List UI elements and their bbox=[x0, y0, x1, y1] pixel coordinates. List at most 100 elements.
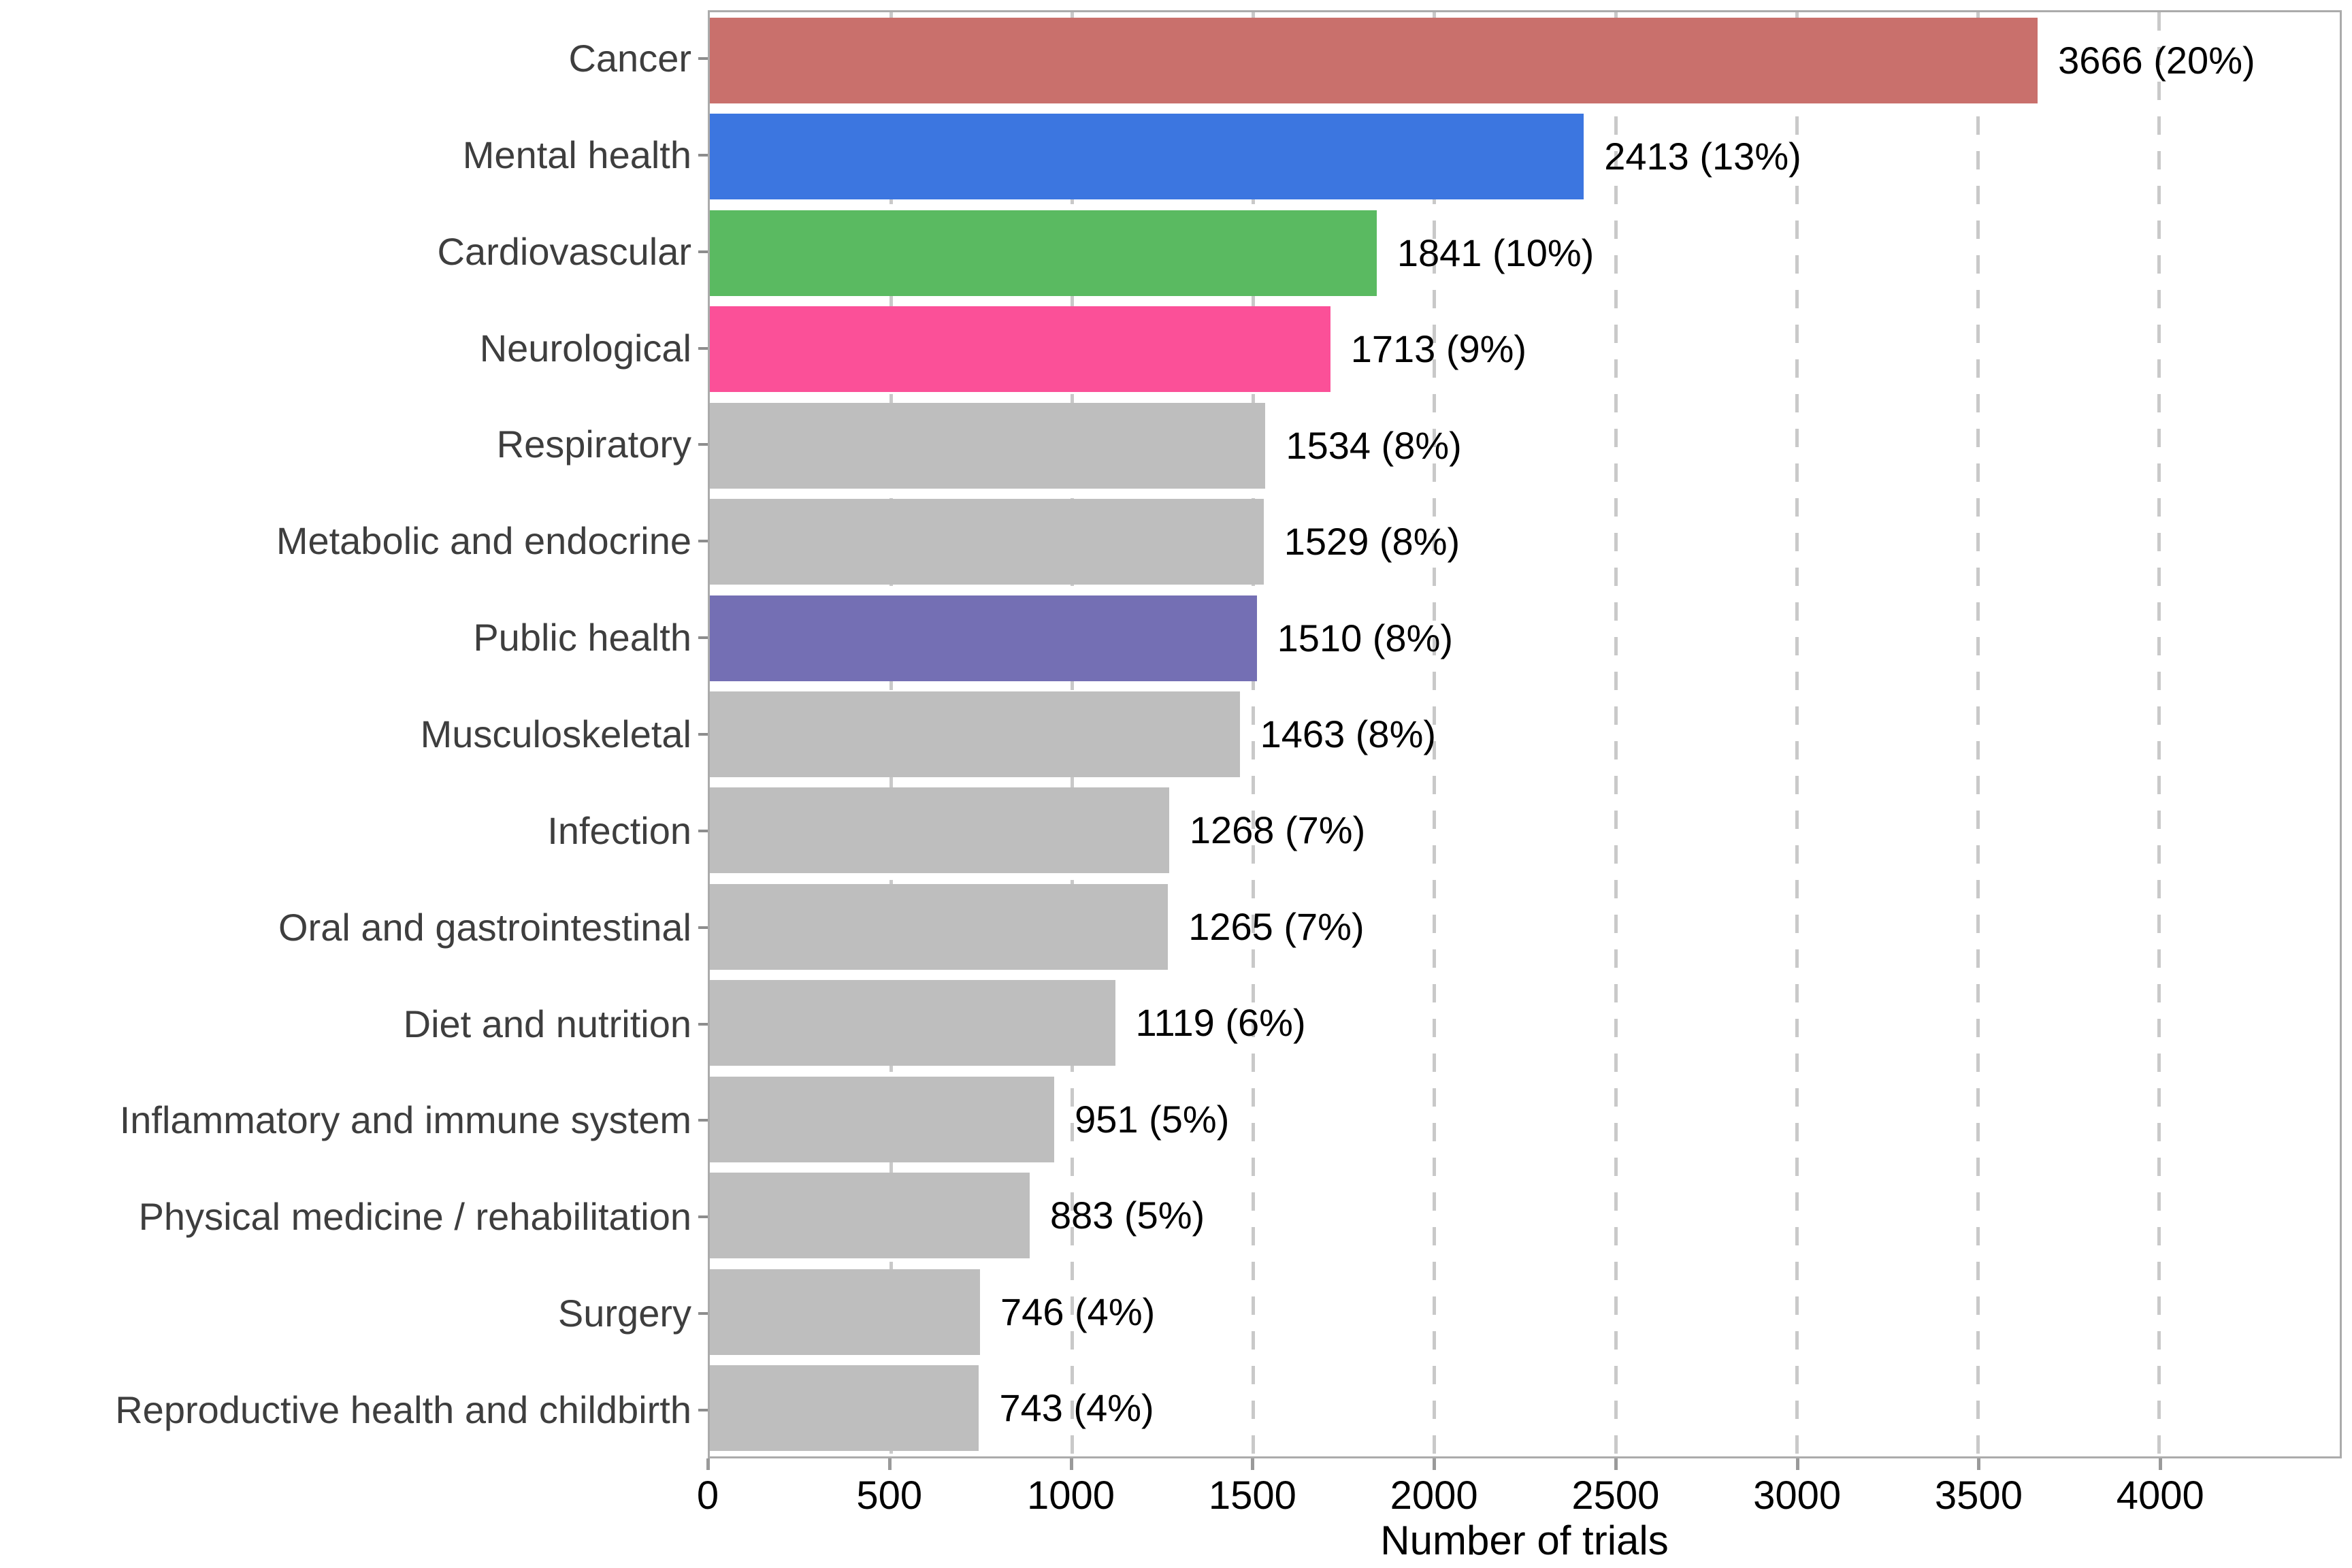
category-label-cardiovascular: Cardiovascular bbox=[437, 229, 692, 273]
bar-value-label: 3666 (20%) bbox=[2058, 38, 2255, 82]
category-label-surgery: Surgery bbox=[557, 1292, 691, 1335]
bar-neurological bbox=[710, 306, 1330, 393]
bar-physical-medicine-rehabilitation bbox=[710, 1173, 1030, 1259]
bar-value-label: 1534 (8%) bbox=[1286, 423, 1462, 467]
x-tick-label-1500: 1500 bbox=[1208, 1473, 1296, 1518]
category-label-physical-medicine-rehabilitation: Physical medicine / rehabilitation bbox=[138, 1195, 691, 1239]
bar-value-label: 951 (5%) bbox=[1075, 1097, 1230, 1141]
bar-row: 1268 (7%) bbox=[710, 783, 2340, 879]
x-tick-1000 bbox=[1069, 1458, 1073, 1470]
category-label-oral-and-gastrointestinal: Oral and gastrointestinal bbox=[278, 905, 691, 949]
bar-row: 1841 (10%) bbox=[710, 205, 2340, 301]
bar-diet-and-nutrition bbox=[710, 980, 1115, 1066]
x-tick-label-2500: 2500 bbox=[1571, 1473, 1660, 1518]
x-tick-3000 bbox=[1795, 1458, 1799, 1470]
category-label-mental-health: Mental health bbox=[462, 133, 691, 176]
bar-inflammatory-and-immune-system bbox=[710, 1076, 1055, 1162]
bar-reproductive-health-and-childbirth bbox=[710, 1365, 979, 1452]
bar-value-label: 1265 (7%) bbox=[1188, 904, 1365, 948]
y-tick bbox=[698, 493, 708, 589]
bar-value-label: 2413 (13%) bbox=[1604, 135, 1801, 178]
x-tick-0 bbox=[706, 1458, 710, 1470]
y-tick bbox=[698, 396, 708, 493]
bar-value-label: 1510 (8%) bbox=[1277, 616, 1454, 659]
bar-row: 3666 (20%) bbox=[710, 12, 2340, 108]
bar-row: 1529 (8%) bbox=[710, 493, 2340, 589]
y-tick bbox=[698, 783, 708, 879]
x-tick-label-0: 0 bbox=[696, 1473, 719, 1518]
gridline-1500 bbox=[1252, 12, 1256, 1456]
bar-respiratory bbox=[710, 402, 1266, 489]
x-tick-label-2000: 2000 bbox=[1390, 1473, 1478, 1518]
x-axis: 0 500 1000 1500 2000 2500 3000 3500 4000 bbox=[697, 1458, 2342, 1568]
y-tick bbox=[698, 107, 708, 203]
x-tick-2000 bbox=[1433, 1458, 1437, 1470]
x-tick-4000 bbox=[2159, 1458, 2163, 1470]
x-tick-label-3500: 3500 bbox=[1934, 1473, 2023, 1518]
x-tick-1500 bbox=[1251, 1458, 1255, 1470]
gridline-3000 bbox=[1795, 12, 1799, 1456]
y-tick bbox=[698, 203, 708, 300]
bar-value-label: 1529 (8%) bbox=[1284, 520, 1460, 564]
bar-cancer bbox=[710, 17, 2038, 103]
bar-value-label: 1463 (8%) bbox=[1260, 713, 1437, 756]
bar-surgery bbox=[710, 1269, 981, 1355]
bar-metabolic-and-endocrine bbox=[710, 499, 1264, 585]
x-tick-2500 bbox=[1614, 1458, 1618, 1470]
bar-cardiovascular bbox=[710, 210, 1377, 296]
x-axis-title: Number of trials bbox=[1380, 1518, 1669, 1563]
bar-row: 2413 (13%) bbox=[710, 108, 2340, 204]
category-label-cancer: Cancer bbox=[568, 36, 691, 80]
gridline-4000 bbox=[2157, 12, 2161, 1456]
bar-value-label: 1268 (7%) bbox=[1189, 808, 1366, 852]
x-tick-500 bbox=[887, 1458, 892, 1470]
y-tick bbox=[698, 686, 708, 783]
x-tick-3500 bbox=[1977, 1458, 1981, 1470]
x-tick-label-1000: 1000 bbox=[1027, 1473, 1115, 1518]
y-tick bbox=[698, 976, 708, 1073]
y-tick bbox=[698, 10, 708, 107]
y-tick bbox=[698, 1169, 708, 1265]
category-label-inflammatory-and-immune-system: Inflammatory and immune system bbox=[119, 1098, 691, 1142]
bar-public-health bbox=[710, 595, 1257, 681]
category-label-metabolic-and-endocrine: Metabolic and endocrine bbox=[276, 519, 691, 563]
bar-row: 883 (5%) bbox=[710, 1168, 2340, 1264]
bar-row: 746 (4%) bbox=[710, 1264, 2340, 1360]
bar-value-label: 743 (4%) bbox=[999, 1386, 1154, 1430]
gridline-2500 bbox=[1614, 12, 1618, 1456]
plot-area: 3666 (20%) 2413 (13%) 1841 (10%) 1713 (9%) 1… bbox=[708, 10, 2342, 1458]
y-tick bbox=[698, 879, 708, 976]
bar-mental-health bbox=[710, 114, 1584, 200]
bar-value-label: 1119 (6%) bbox=[1135, 1001, 1306, 1045]
y-axis-ticks bbox=[698, 10, 708, 1458]
bar-value-label: 1713 (9%) bbox=[1350, 327, 1527, 371]
bar-row: 1534 (8%) bbox=[710, 397, 2340, 493]
x-tick-label-3000: 3000 bbox=[1753, 1473, 1842, 1518]
x-tick-label-500: 500 bbox=[856, 1473, 923, 1518]
bar-row: 1119 (6%) bbox=[710, 975, 2340, 1071]
bar-musculoskeletal bbox=[710, 691, 1240, 778]
bar-row: 1510 (8%) bbox=[710, 590, 2340, 686]
x-tick-label-4000: 4000 bbox=[2116, 1473, 2204, 1518]
category-label-musculoskeletal: Musculoskeletal bbox=[420, 712, 691, 755]
bar-row: 743 (4%) bbox=[710, 1360, 2340, 1456]
bar-row: 1713 (9%) bbox=[710, 301, 2340, 397]
bar-value-label: 746 (4%) bbox=[1000, 1290, 1156, 1333]
category-label-respiratory: Respiratory bbox=[496, 423, 691, 466]
bar-row: 1265 (7%) bbox=[710, 879, 2340, 975]
bar-oral-and-gastrointestinal bbox=[710, 883, 1169, 970]
bar-value-label: 883 (5%) bbox=[1049, 1194, 1205, 1237]
bar-rows: 3666 (20%) 2413 (13%) 1841 (10%) 1713 (9%) 1… bbox=[710, 12, 2340, 1456]
category-label-diet-and-nutrition: Diet and nutrition bbox=[403, 1002, 691, 1045]
category-label-public-health: Public health bbox=[473, 616, 691, 659]
y-axis-category-labels: Cancer Mental health Cardiovascular Neurolo… bbox=[0, 10, 691, 1458]
category-label-reproductive-health-and-childbirth: Reproductive health and childbirth bbox=[115, 1388, 691, 1431]
y-tick bbox=[698, 1265, 708, 1362]
y-tick bbox=[698, 1362, 708, 1458]
bar-infection bbox=[710, 787, 1169, 874]
bar-value-label: 1841 (10%) bbox=[1396, 231, 1595, 274]
y-tick bbox=[698, 589, 708, 686]
gridline-2000 bbox=[1433, 12, 1437, 1456]
bar-row: 1463 (8%) bbox=[710, 686, 2340, 782]
